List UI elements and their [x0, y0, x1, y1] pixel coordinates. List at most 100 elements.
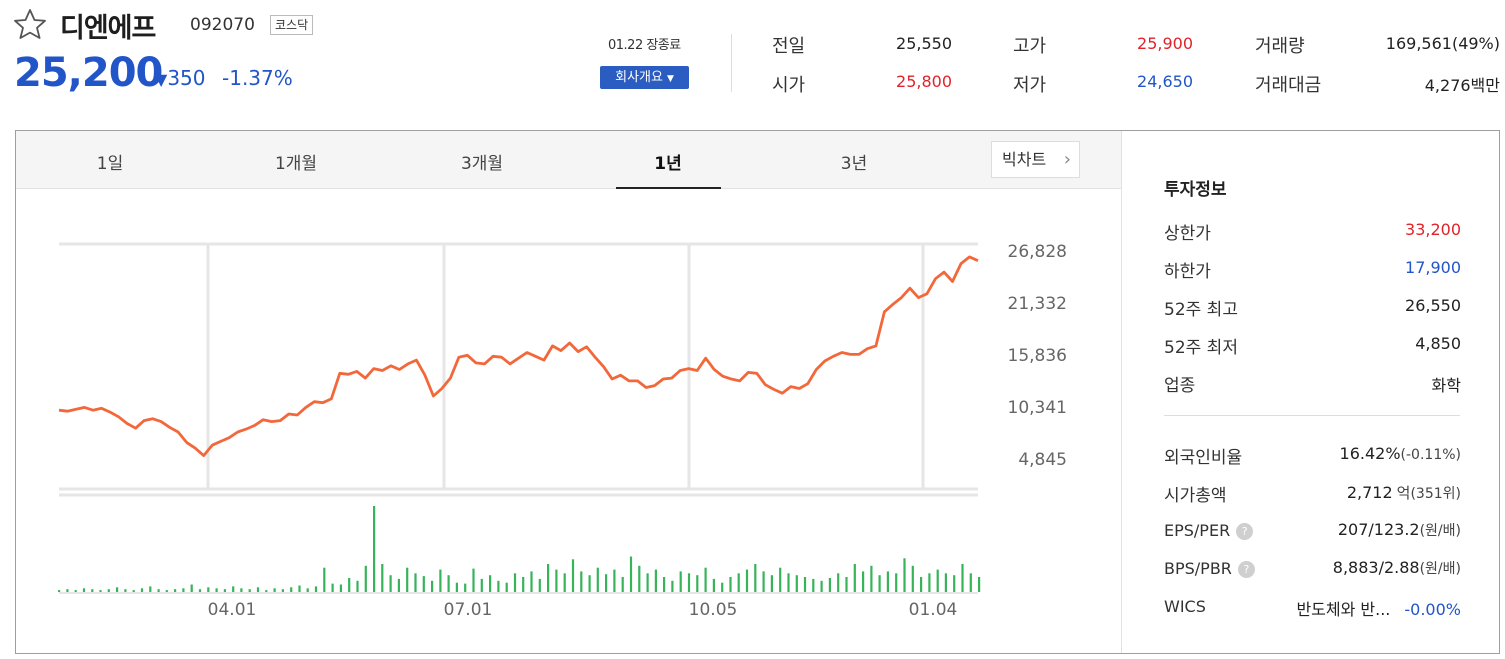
volume-bar — [406, 567, 409, 592]
summary-label: 시가 — [772, 75, 806, 96]
volume-bar — [613, 569, 616, 592]
tab-1day[interactable]: 1일 — [96, 154, 124, 174]
investment-info: 투자정보 상한가 33,200 하한가 17,900 52주 최고 26,550 52주 최… — [1121, 131, 1501, 653]
volume-bar — [961, 564, 964, 592]
tab-1month[interactable]: 1개월 — [274, 154, 318, 174]
volume-bar — [729, 577, 732, 592]
bps-pbr-number: 8,883/2.88 — [1332, 558, 1420, 577]
volume-bar — [530, 571, 533, 592]
volume-bar — [754, 564, 757, 592]
volume-bar — [721, 582, 724, 592]
volume-bar — [696, 575, 699, 592]
divider — [731, 34, 732, 92]
summary-value: 24,650 — [1137, 72, 1193, 91]
volume-bar — [149, 586, 152, 592]
volume-bar — [795, 575, 798, 592]
volume-bar — [215, 588, 218, 592]
volume-bar — [431, 580, 434, 592]
volume-bar — [555, 569, 558, 592]
caret-down-icon: ▼ — [666, 74, 674, 84]
tab-3year[interactable]: 3년 — [840, 154, 868, 174]
volume-bar — [58, 590, 61, 592]
price-change-rate: -1.37% — [222, 66, 293, 90]
volume-bar — [414, 573, 417, 592]
summary-label: 고가 — [1013, 36, 1047, 57]
tab-1year[interactable]: 1년 — [654, 154, 682, 174]
period-tabs: 1일 1개월 3개월 1년 3년 빅차트 › — [16, 131, 1121, 189]
market-cap-label: 시가총액 — [1164, 486, 1227, 506]
volume-bar — [928, 573, 931, 592]
volume-bar — [397, 578, 400, 592]
wics-sector[interactable]: 반도체와 반... — [1296, 600, 1391, 619]
volume-bar — [853, 564, 856, 592]
volume-bar — [157, 589, 160, 592]
volume-bar — [596, 567, 599, 592]
volume-bar — [538, 578, 541, 592]
volume-bar — [381, 564, 384, 592]
company-overview-button[interactable]: 회사개요 ▼ — [600, 66, 689, 89]
market-cap-value: 2,712 억(351위) — [1347, 482, 1461, 503]
market-cap-rank: (351위) — [1410, 486, 1461, 502]
volume-bar — [464, 583, 467, 592]
favorite-star-icon[interactable] — [12, 8, 48, 40]
summary-value: 4,276백만 — [1424, 76, 1500, 95]
help-icon[interactable]: ? — [1237, 561, 1255, 578]
volume-bar — [174, 589, 177, 592]
volume-bar — [273, 588, 276, 592]
volume-bar — [837, 573, 840, 592]
volume-bar — [489, 575, 492, 592]
volume-bar — [256, 587, 260, 592]
volume-bar — [298, 585, 301, 592]
volume-bar — [182, 588, 185, 592]
wics-change: -0.00% — [1404, 600, 1461, 619]
volume-bar — [480, 578, 483, 592]
investment-label: 하한가 — [1164, 262, 1211, 282]
volume-bar — [373, 506, 376, 592]
volume-bar — [629, 556, 633, 592]
volume-bar — [870, 565, 873, 592]
volume-bar — [903, 558, 906, 592]
divider — [1164, 415, 1460, 416]
y-tick-label: 21,332 — [1008, 294, 1067, 314]
y-tick-label: 10,341 — [1008, 398, 1067, 418]
foreign-ratio-value: 16.42%(-0.11%) — [1340, 444, 1461, 463]
volume-bar — [472, 568, 475, 592]
volume-bar — [663, 577, 666, 592]
price-change: ▼350 — [155, 66, 206, 90]
investment-title: 투자정보 — [1164, 180, 1227, 200]
volume-bar — [91, 589, 94, 592]
volume-bar — [116, 587, 119, 592]
bigchart-button[interactable]: 빅차트 › — [991, 141, 1080, 178]
x-tick-label: 01.04 — [909, 600, 958, 620]
volume-bar — [571, 559, 575, 592]
volume-bar — [422, 576, 425, 592]
down-arrow-icon: ▼ — [155, 70, 168, 89]
volume-bar — [265, 590, 268, 592]
volume-bar — [223, 589, 226, 592]
y-tick-label: 15,836 — [1008, 346, 1067, 366]
wics-label: WICS — [1164, 597, 1206, 616]
volume-bar — [911, 565, 914, 592]
investment-value: 33,200 — [1405, 220, 1461, 239]
stock-name: 디엔에프 — [60, 13, 156, 44]
x-tick-label: 04.01 — [208, 600, 257, 620]
current-price: 25,200 — [14, 50, 163, 96]
active-tab-indicator — [616, 187, 721, 189]
price-chart[interactable]: 26,828 21,332 15,836 10,341 4,845 04.01 07.01 1… — [16, 189, 1121, 653]
volume-bar — [820, 580, 823, 592]
summary-value: 25,800 — [896, 72, 952, 91]
volume-bar — [679, 571, 682, 592]
investment-value: 26,550 — [1405, 296, 1461, 315]
summary-label: 저가 — [1013, 75, 1047, 96]
tab-3month[interactable]: 3개월 — [460, 154, 504, 174]
chart-panel: 1일 1개월 3개월 1년 3년 빅차트 › 26,828 21,332 15,836… — [15, 130, 1500, 654]
help-icon[interactable]: ? — [1236, 523, 1254, 540]
x-tick-label: 10.05 — [689, 600, 738, 620]
stock-code: 092070 — [190, 15, 255, 35]
summary-label: 거래량 — [1255, 36, 1305, 57]
volume-bar — [207, 587, 210, 592]
volume-bar — [497, 580, 500, 592]
volume-bar — [803, 577, 807, 592]
volume-bar — [787, 573, 790, 592]
volume-bar — [580, 571, 583, 592]
